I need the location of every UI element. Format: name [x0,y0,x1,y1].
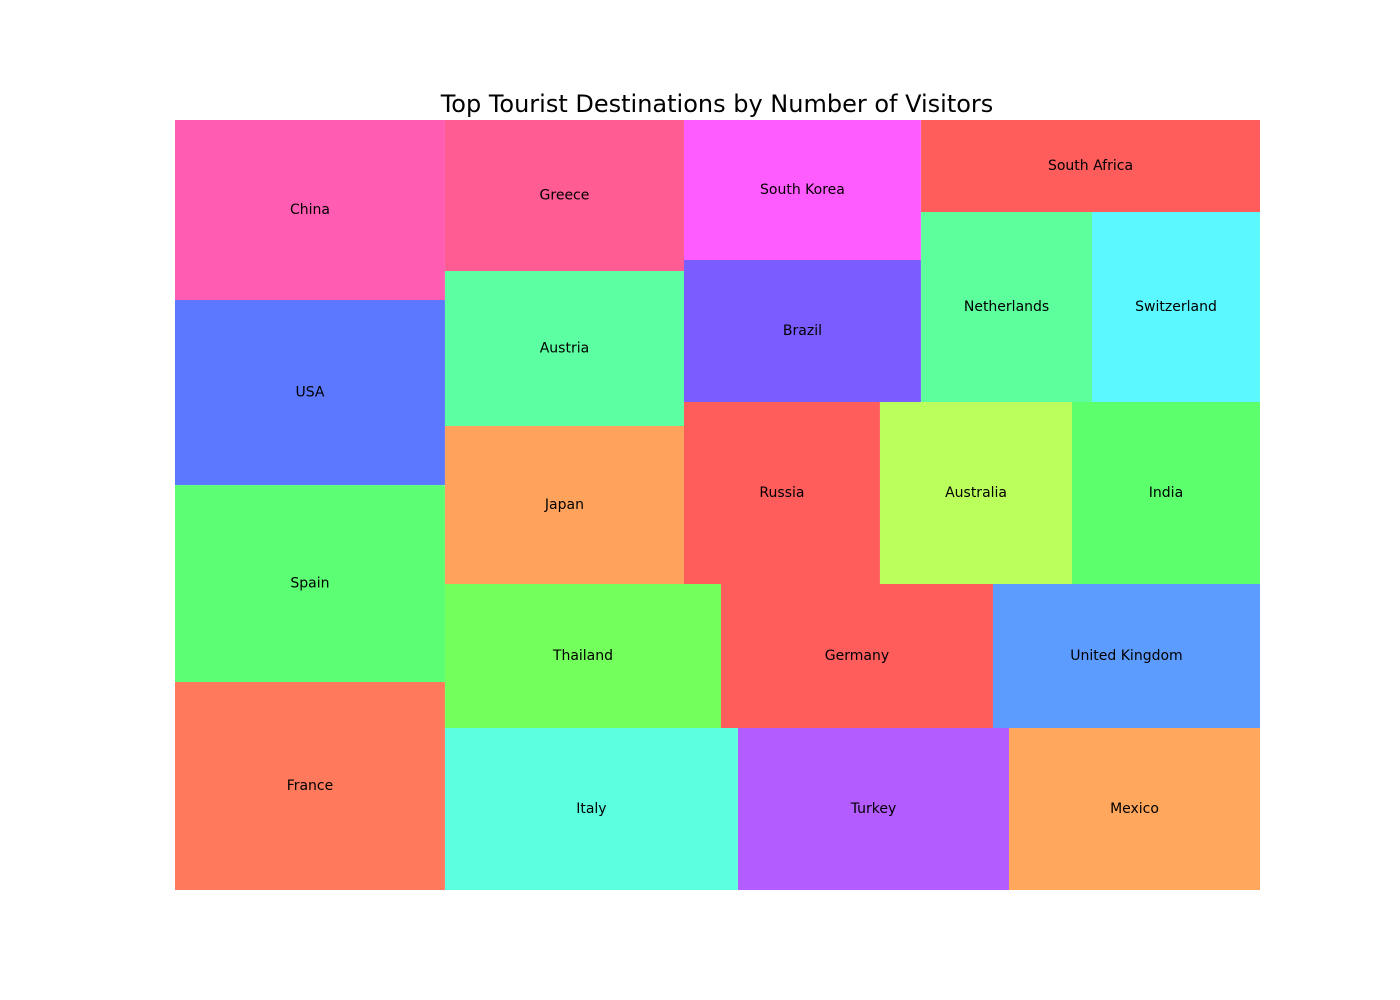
tile-label-netherlands: Netherlands [964,299,1049,315]
tile-united-kingdom [992,584,1260,728]
tile-label-japan: Japan [544,497,584,513]
chart-title: Top Tourist Destinations by Number of Vi… [440,90,994,118]
tile-netherlands [921,211,1093,402]
tile-spain [175,485,445,683]
tile-label-mexico: Mexico [1110,801,1159,817]
tile-japan [444,426,684,584]
tile-france [175,682,445,890]
tile-south-africa [921,120,1260,213]
tile-italy [444,727,738,890]
tile-turkey [738,727,1010,890]
tile-label-turkey: Turkey [850,801,897,817]
treemap-tiles [175,120,1260,890]
tile-label-spain: Spain [290,576,329,592]
tile-label-united-kingdom: United Kingdom [1070,648,1182,664]
treemap-labels: France Spain USA China Italy Turkey Mexico Thai… [287,158,1217,817]
tile-label-russia: Russia [759,485,804,501]
tile-greece [444,120,684,271]
tile-label-switzerland: Switzerland [1135,299,1217,315]
tile-south-korea [683,120,921,260]
tile-mexico [1009,727,1260,890]
tile-label-greece: Greece [540,188,590,204]
tile-label-thailand: Thailand [552,648,613,664]
tile-label-south-korea: South Korea [760,182,845,198]
tile-thailand [444,584,721,728]
tile-label-india: India [1149,485,1183,501]
tile-china [175,120,445,301]
tile-label-china: China [290,202,330,218]
tile-usa [175,299,445,485]
tile-austria [444,271,684,426]
tile-switzerland [1092,211,1260,402]
tile-india [1071,401,1260,584]
tile-label-australia: Australia [945,485,1007,501]
tile-germany [720,584,993,728]
tile-label-usa: USA [295,384,324,400]
tile-brazil [683,259,921,402]
tile-label-italy: Italy [576,801,606,817]
tile-label-germany: Germany [825,648,889,664]
tile-australia [880,401,1073,584]
tile-label-france: France [287,778,334,794]
tile-label-austria: Austria [540,341,589,357]
tile-label-brazil: Brazil [783,323,822,339]
tile-russia [683,401,880,584]
tile-label-south-africa: South Africa [1048,158,1133,174]
